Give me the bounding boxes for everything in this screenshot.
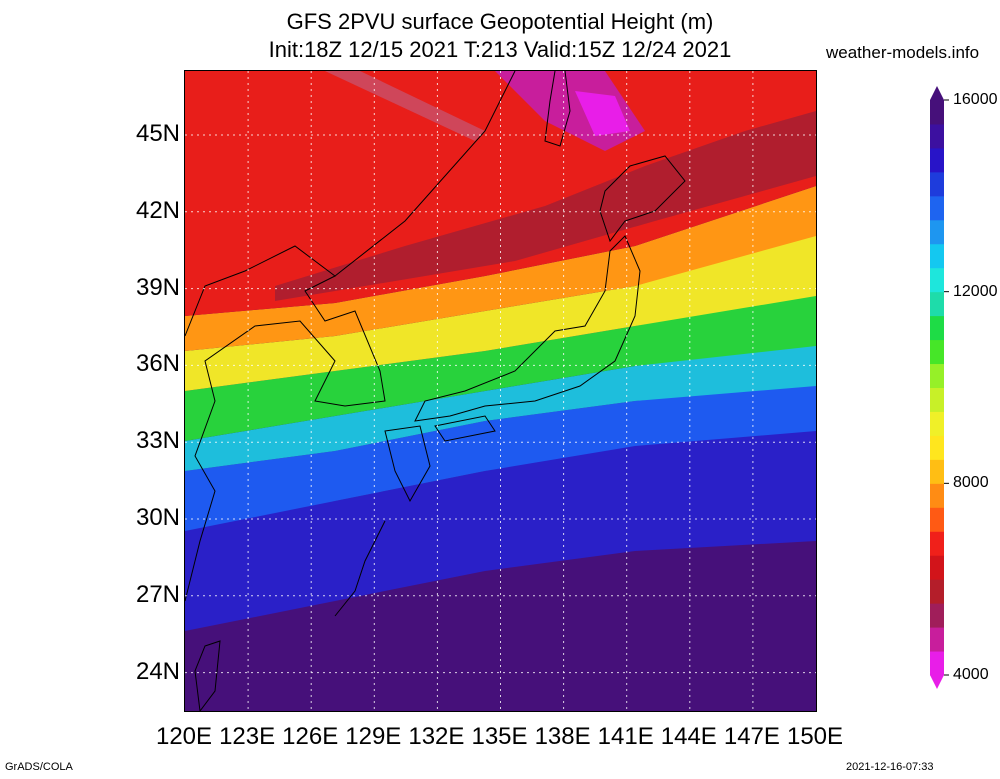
lon-label-150E: 150E [786, 723, 844, 750]
lon-label-138E: 138E [534, 723, 591, 750]
colorbar-label-8000: 8000 [953, 474, 989, 492]
coast-hokkaido [599, 155, 686, 243]
colorbar-swatch [930, 123, 944, 149]
grads-credit: GrADS/COLA [5, 761, 73, 773]
colorbar-swatch [930, 555, 944, 580]
colorbar-swatch [930, 387, 944, 412]
colorbar-swatch [930, 100, 944, 125]
colorbar-swatch [930, 411, 944, 436]
colorbar-swatch [930, 315, 944, 341]
field-streak-mauve [325, 71, 485, 141]
coast-honshu [414, 235, 641, 422]
colorbar [930, 86, 949, 689]
lon-label-120E: 120E [155, 723, 213, 750]
colorbar-swatch [930, 267, 944, 293]
coast-sakhalin [544, 71, 571, 147]
lon-label-135E: 135E [471, 723, 528, 750]
geopotential-map [184, 70, 817, 712]
lon-label-129E: 129E [345, 723, 402, 750]
colorbar-max-arrow [930, 86, 944, 100]
coast-ryukyu [334, 520, 386, 617]
colorbar-label-12000: 12000 [953, 282, 998, 300]
lat-label-24N: 24N [135, 657, 180, 685]
lat-label-27N: 27N [135, 580, 180, 608]
lon-label-132E: 132E [408, 723, 465, 750]
field-band-red [185, 71, 816, 316]
colorbar-swatch [930, 651, 944, 676]
colorbar-swatch [930, 195, 944, 221]
colorbar-swatch [930, 483, 944, 508]
colorbar-swatch [930, 507, 944, 532]
chart-title: GFS 2PVU surface Geopotential Height (m) [286, 9, 714, 34]
colorbar-swatch [930, 363, 944, 388]
colorbar-swatch [930, 459, 944, 484]
lon-label-141E: 141E [597, 723, 654, 750]
lon-label-144E: 144E [660, 723, 717, 750]
lat-label-39N: 39N [135, 273, 180, 301]
colorbar-swatch [930, 435, 944, 460]
lon-label-123E: 123E [219, 723, 276, 750]
lat-label-42N: 42N [135, 196, 180, 224]
colorbar-swatch [930, 219, 944, 245]
colorbar-swatch [930, 243, 944, 269]
colorbar-swatch [930, 579, 944, 604]
graticule [185, 71, 816, 711]
field-band-orange [185, 186, 816, 351]
lon-label-147E: 147E [723, 723, 780, 750]
coast-shikoku [434, 415, 496, 442]
field-band-cyan [185, 341, 816, 471]
coast-taiwan [194, 640, 221, 711]
coast-kyushu [384, 425, 431, 503]
colorbar-min-arrow [930, 675, 944, 689]
lat-label-45N: 45N [135, 120, 180, 147]
field-band-darkred [275, 111, 816, 301]
chart-subtitle: Init:18Z 12/15 2021 T:213 Valid:15Z 12/2… [268, 37, 732, 62]
colorbar-swatch [930, 291, 944, 317]
colorbar-swatch [930, 603, 944, 628]
coastlines [185, 71, 686, 711]
colorbar-swatch [930, 171, 944, 197]
lat-label-33N: 33N [135, 427, 180, 455]
lat-label-30N: 30N [135, 504, 180, 531]
colorbar-swatch [930, 531, 944, 556]
colorbar-swatch [930, 627, 944, 652]
field-band-pink [575, 91, 630, 136]
colorbar-label-16000: 16000 [953, 91, 998, 108]
lon-label-126E: 126E [282, 723, 339, 750]
lat-label-36N: 36N [135, 350, 180, 378]
site-credit: weather-models.info [826, 43, 980, 62]
colorbar-swatch [930, 339, 944, 365]
colorbar-label-4000: 4000 [953, 666, 989, 683]
timestamp: 2021-12-16-07:33 [846, 761, 934, 773]
colorbar-swatch [930, 147, 944, 173]
coast-china-korea [185, 245, 386, 602]
